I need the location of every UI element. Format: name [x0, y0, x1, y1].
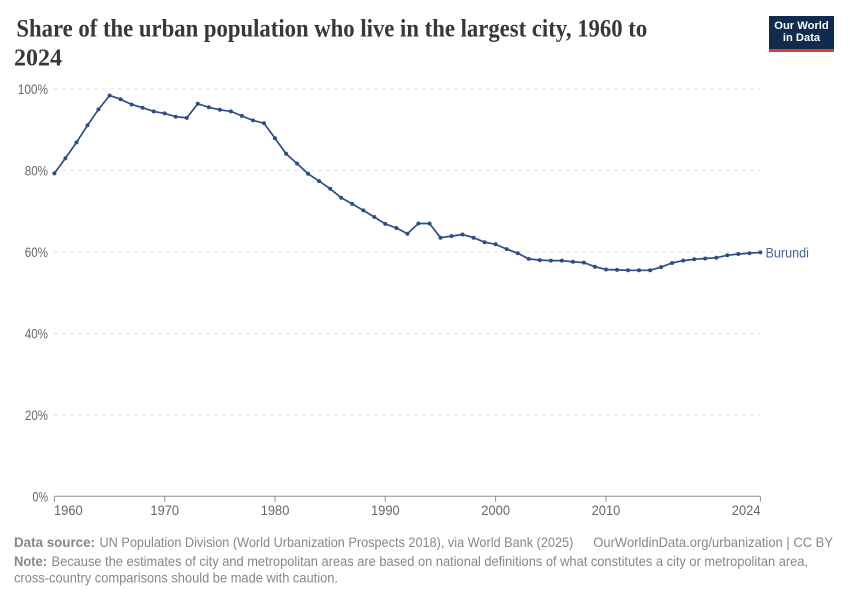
svg-text:1980: 1980	[261, 502, 290, 518]
svg-text:100%: 100%	[18, 81, 48, 97]
svg-text:1970: 1970	[150, 502, 179, 518]
svg-text:Because the estimates of city: Because the estimates of city and metrop…	[52, 553, 809, 569]
svg-text:cross-country comparisons shou: cross-country comparisons should be made…	[14, 570, 338, 586]
svg-text:40%: 40%	[25, 325, 48, 341]
svg-text:1960: 1960	[54, 502, 83, 518]
svg-text:Burundi: Burundi	[766, 246, 810, 261]
svg-text:UN Population Division (World: UN Population Division (World Urbanizati…	[100, 534, 574, 550]
svg-text:2010: 2010	[592, 502, 621, 518]
svg-text:OurWorldinData.org/urbanizatio: OurWorldinData.org/urbanization | CC BY	[593, 534, 833, 550]
svg-text:80%: 80%	[25, 162, 48, 178]
svg-text:2000: 2000	[481, 502, 510, 518]
svg-text:0%: 0%	[33, 488, 49, 504]
svg-text:1990: 1990	[371, 502, 400, 518]
svg-text:60%: 60%	[25, 244, 48, 260]
svg-text:2024: 2024	[732, 502, 761, 518]
svg-text:Data source:: Data source:	[14, 534, 95, 550]
svg-text:20%: 20%	[25, 407, 48, 423]
svg-text:2024: 2024	[14, 45, 62, 72]
svg-text:Note:: Note:	[14, 553, 47, 569]
svg-text:Share of the urban population: Share of the urban population who live i…	[16, 15, 647, 43]
